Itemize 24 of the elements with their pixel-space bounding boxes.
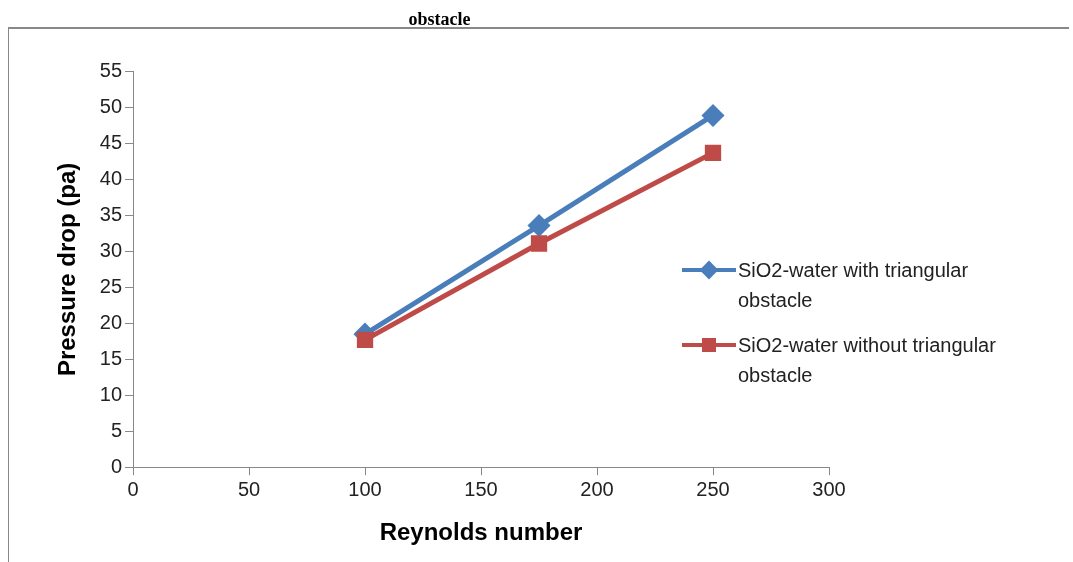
y-tick-label: 15 [99, 346, 123, 369]
y-tick-label: 30 [99, 238, 123, 261]
y-tick-label: 35 [99, 202, 123, 225]
y-tick-label: 50 [99, 95, 123, 118]
y-tick-label: 45 [99, 131, 123, 154]
y-tick-label: 25 [99, 274, 123, 297]
x-tick-label: 300 [812, 477, 846, 500]
legend-label: SiO2-water with triangular obstacle [738, 258, 970, 313]
y-tick-label: 20 [99, 310, 123, 333]
y-tick-label: 40 [99, 167, 123, 190]
y-tick-label: 55 [99, 59, 123, 82]
x-axis-title: Reynolds number [379, 518, 583, 546]
chart-title: obstacle [408, 9, 471, 30]
y-tick-label: 0 [110, 454, 123, 477]
y-axis-title: Pressure drop (pa) [53, 162, 81, 377]
y-tick-label: 10 [99, 382, 123, 405]
x-tick-label: 200 [580, 477, 614, 500]
x-tick-label: 50 [237, 477, 261, 500]
y-tick-label: 5 [110, 418, 123, 441]
x-tick-label: 150 [464, 477, 498, 500]
x-tick-label: 250 [696, 477, 730, 500]
x-tick-label: 0 [127, 477, 139, 500]
legend-label: SiO2-water without triangular obstacle [738, 333, 997, 388]
x-tick-label: 100 [348, 477, 382, 500]
